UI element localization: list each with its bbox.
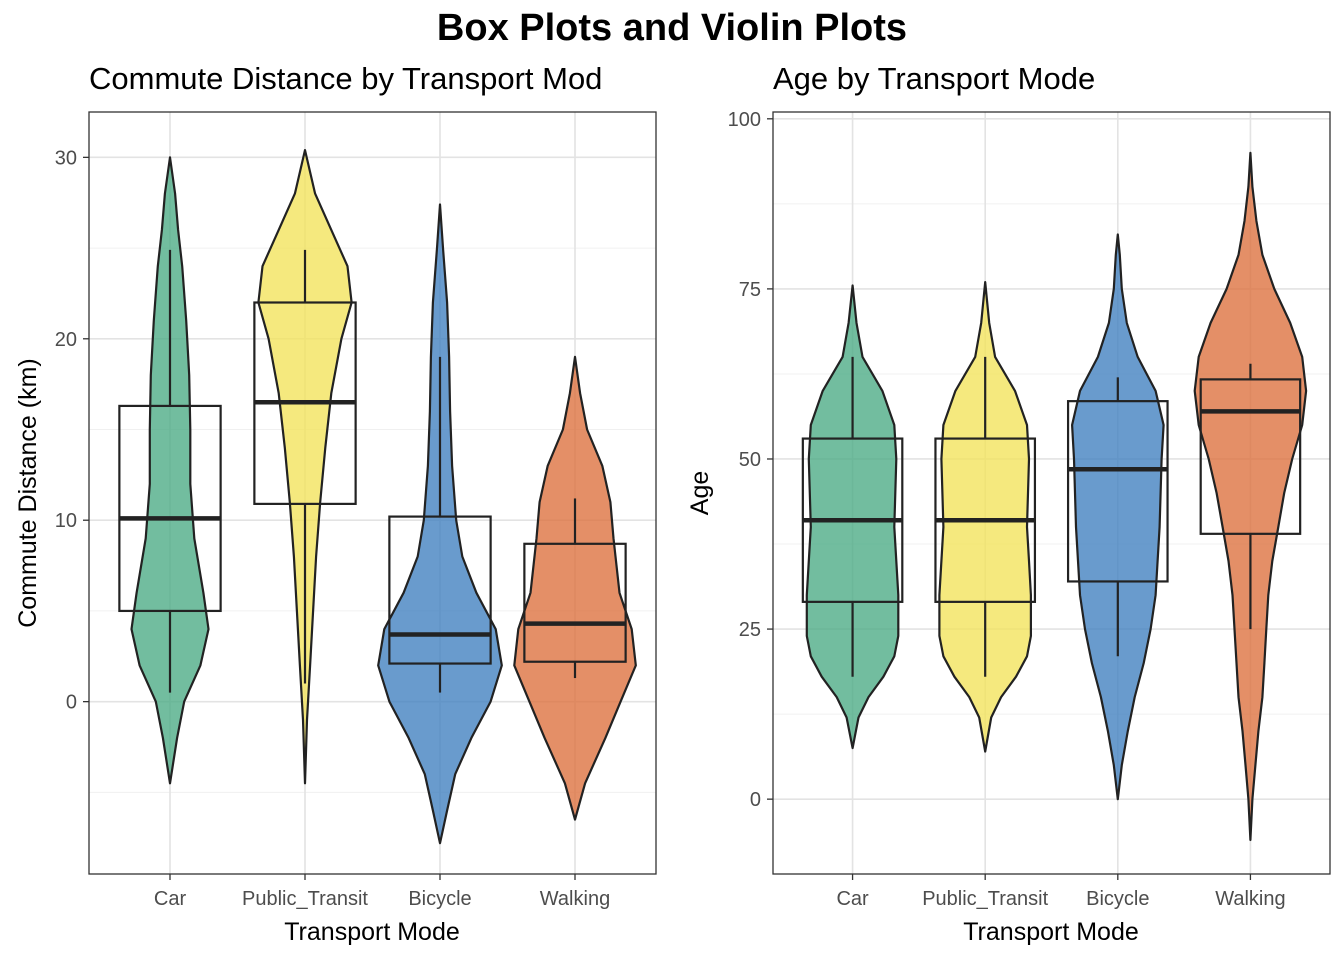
right-x-axis-title: Transport Mode xyxy=(963,918,1139,946)
x-tick-label: Walking xyxy=(540,888,610,910)
x-tick-label: Walking xyxy=(1215,888,1285,910)
left-plot-panel: 0 10 20 30 Car Public_Transit Bicycle Walking xyxy=(55,111,657,910)
violin-bicycle xyxy=(1071,233,1165,801)
y-tick-label: 100 xyxy=(728,109,761,131)
box-bicycle xyxy=(1066,400,1169,583)
panel-border xyxy=(88,111,657,875)
y-tick-label: 0 xyxy=(750,789,761,811)
panel-border xyxy=(772,111,1331,875)
x-tick-label: Bicycle xyxy=(1086,888,1149,910)
x-tick-label: Car xyxy=(836,888,869,910)
y-tick-label: 25 xyxy=(739,619,761,641)
right-panel-title: Age by Transport Mode xyxy=(773,61,1095,96)
violin-bicycle xyxy=(377,203,503,845)
y-tick-label: 10 xyxy=(55,510,77,532)
box-car xyxy=(118,404,222,613)
x-tick-label: Bicycle xyxy=(408,888,471,910)
violin-public-transit xyxy=(938,281,1032,753)
y-tick-label: 30 xyxy=(55,147,77,169)
figure-title: Box Plots and Violin Plots xyxy=(437,7,907,49)
left-y-axis-title: Commute Distance (km) xyxy=(14,358,42,628)
box-bicycle xyxy=(388,515,492,665)
y-tick-label: 20 xyxy=(55,329,77,351)
right-y-axis-title: Age xyxy=(686,471,714,515)
y-tick-label: 75 xyxy=(739,279,761,301)
box-walking xyxy=(523,542,627,663)
left-x-axis-title: Transport Mode xyxy=(284,918,460,946)
y-tick-label: 0 xyxy=(66,692,77,714)
left-panel-title: Commute Distance by Transport Mod xyxy=(89,61,602,96)
x-tick-label: Car xyxy=(154,888,187,910)
violin-car xyxy=(130,156,210,785)
y-tick-label: 50 xyxy=(739,449,761,471)
violin-walking xyxy=(1193,151,1308,842)
violin-car xyxy=(805,284,900,750)
x-tick-label: Public_Transit xyxy=(922,888,1048,910)
right-plot-panel: 0 25 50 75 100 Car Public_Transit Bicycle Walkin… xyxy=(728,109,1331,910)
x-tick-label: Public_Transit xyxy=(242,888,368,910)
violin-walking xyxy=(513,355,637,821)
box-walking xyxy=(1199,378,1302,535)
violin-public-transit xyxy=(257,149,353,785)
